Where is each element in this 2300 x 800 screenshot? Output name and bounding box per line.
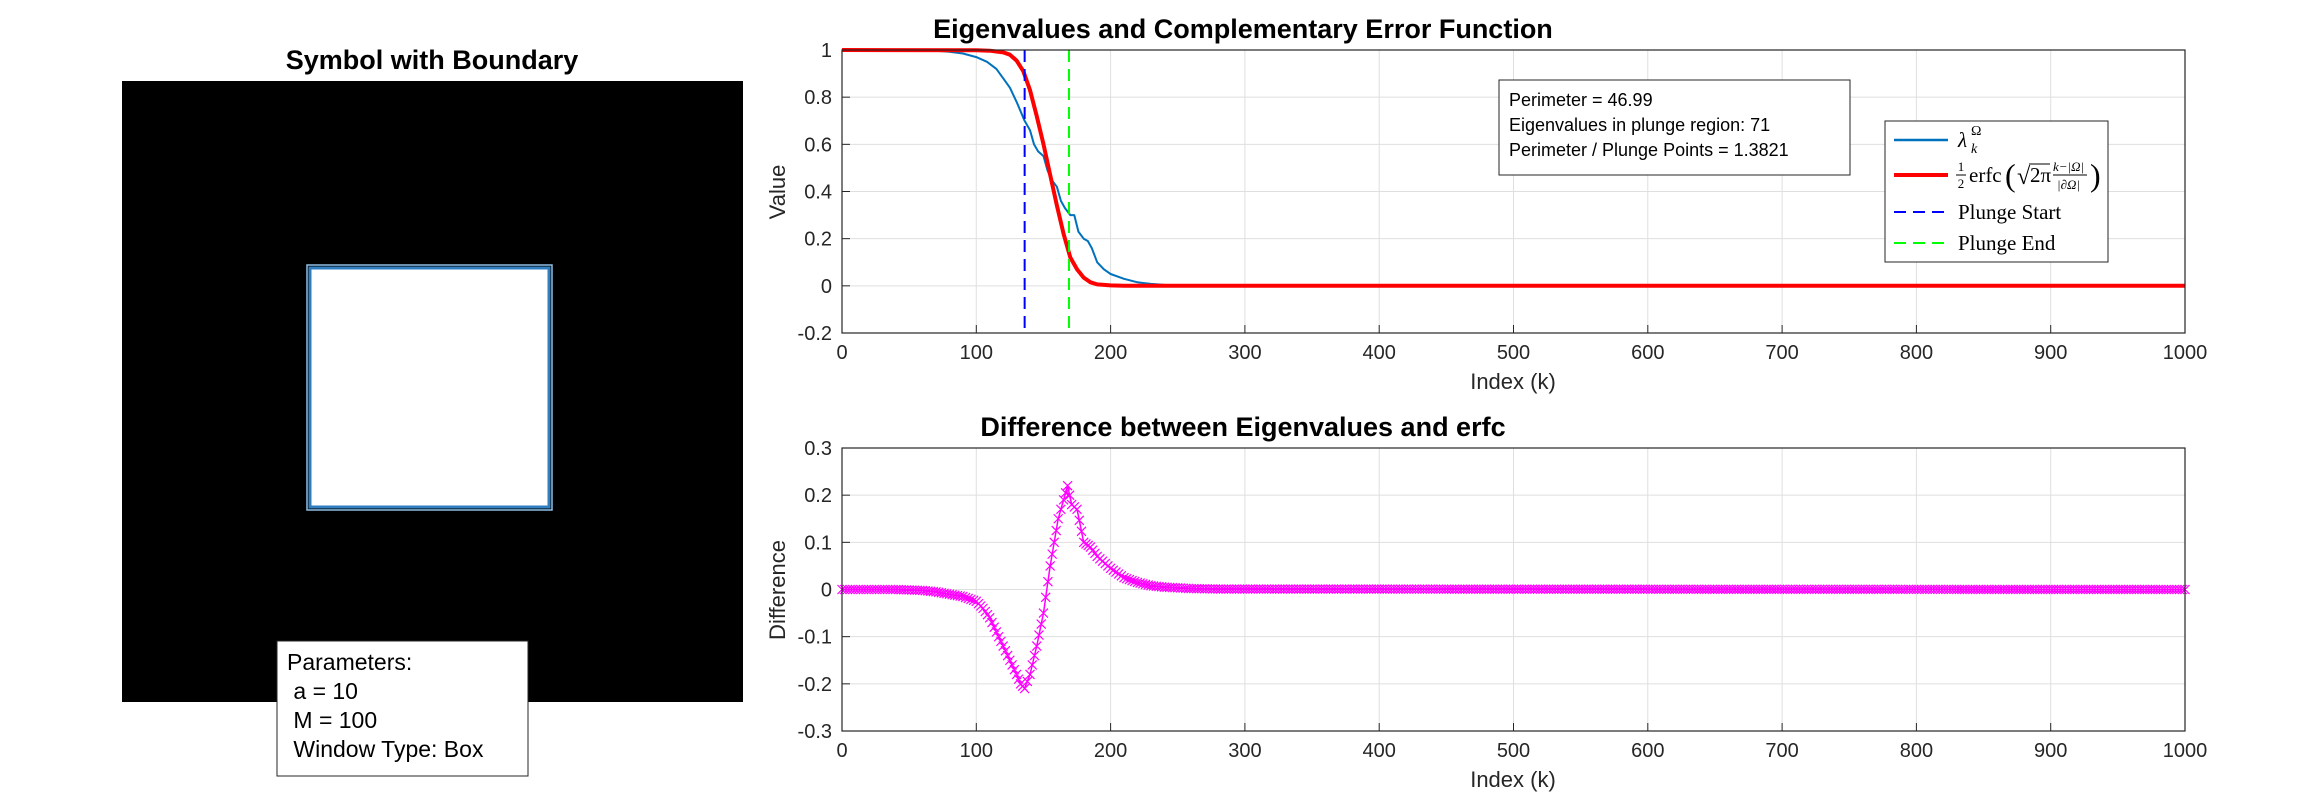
x-tick-label: 400 xyxy=(1363,342,1396,364)
y-tick-label: 0 xyxy=(821,580,832,602)
parameter-m: M = 100 xyxy=(287,707,377,733)
y-tick-label: -0.2 xyxy=(798,674,832,696)
annotation-plunge-count: Eigenvalues in plunge region: 71 xyxy=(1509,115,1770,135)
difference-chart-xlabel: Index (k) xyxy=(1470,767,1556,792)
x-tick-label: 800 xyxy=(1900,342,1933,364)
y-tick-label: 0.1 xyxy=(804,532,832,554)
eigenvalue-chart-xlabel: Index (k) xyxy=(1470,369,1556,394)
svg-text:√: √ xyxy=(2017,164,2031,190)
annotation-ratio: Perimeter / Plunge Points = 1.3821 xyxy=(1509,140,1789,160)
x-tick-label: 1000 xyxy=(2163,342,2208,364)
svg-text:|∂Ω|: |∂Ω| xyxy=(2057,177,2080,192)
annotation-perimeter: Perimeter = 46.99 xyxy=(1509,90,1653,110)
x-tick-label: 200 xyxy=(1094,740,1127,762)
y-tick-label: -0.2 xyxy=(798,323,832,345)
y-tick-label: 0.6 xyxy=(804,134,832,156)
svg-text:(: ( xyxy=(2005,157,2016,193)
svg-text:2π: 2π xyxy=(2030,163,2052,187)
x-tick-label: 200 xyxy=(1094,342,1127,364)
eigenvalue-chart-title: Eigenvalues and Complementary Error Func… xyxy=(933,14,1553,44)
svg-text:λ: λ xyxy=(1957,128,1967,152)
legend-plunge-start-label: Plunge Start xyxy=(1958,200,2061,224)
svg-text:k−|Ω|: k−|Ω| xyxy=(2053,159,2084,174)
difference-chart-title: Difference between Eigenvalues and erfc xyxy=(980,412,1505,442)
x-tick-label: 500 xyxy=(1497,740,1530,762)
eigenvalue-chart-ylabel: Value xyxy=(765,165,790,220)
x-tick-label: 900 xyxy=(2034,740,2067,762)
x-tick-label: 800 xyxy=(1900,740,1933,762)
x-tick-label: 0 xyxy=(836,740,847,762)
svg-text:k: k xyxy=(1971,142,1978,157)
parameters-box: Parameters: a = 10 M = 100 Window Type: … xyxy=(276,640,529,777)
x-tick-label: 700 xyxy=(1765,342,1798,364)
symbol-panel: Symbol with Boundary Parameters: a = 10 … xyxy=(122,45,743,777)
svg-text:erfc: erfc xyxy=(1969,163,2002,187)
x-tick-label: 600 xyxy=(1631,342,1664,364)
y-tick-label: 0.8 xyxy=(804,87,832,109)
legend: λ k Ω 1 2 erfc ( √ 2π k−|Ω| |∂Ω| ) Plung… xyxy=(1884,120,2109,263)
series-erfc-line xyxy=(841,48,2185,288)
x-tick-label: 100 xyxy=(960,740,993,762)
x-tick-label: 100 xyxy=(960,342,993,364)
eigenvalue-chart-axes-box xyxy=(841,49,2186,334)
x-tick-label: 700 xyxy=(1765,740,1798,762)
parameter-a: a = 10 xyxy=(287,678,358,704)
difference-chart-axes-box xyxy=(841,447,2186,732)
eigenvalue-chart-ticks: 0 100 200 300 400 500 600 700 800 900 1000-0.200.2… xyxy=(798,40,2208,364)
symbol-boundary-outer xyxy=(306,264,553,511)
svg-text:2: 2 xyxy=(1958,176,1965,191)
parameter-window-type: Window Type: Box xyxy=(287,736,484,762)
difference-chart-ticks: 0 100 200 300 400 500 600 700 800 900 1000 -0.3 -0.2… xyxy=(798,438,2208,762)
annotation-box: Perimeter = 46.99 Eigenvalues in plunge … xyxy=(1498,79,1851,176)
eigenvalue-chart: Eigenvalues and Complementary Error Func… xyxy=(765,14,2207,394)
y-tick-label: 0.2 xyxy=(804,229,832,251)
y-tick-label: -0.3 xyxy=(798,721,832,743)
difference-chart: Difference between Eigenvalues and erfc … xyxy=(765,412,2207,792)
symbol-title: Symbol with Boundary xyxy=(286,45,579,75)
y-tick-label: 0.2 xyxy=(804,485,832,507)
parameters-heading: Parameters: xyxy=(287,649,412,675)
symbol-square xyxy=(310,268,549,507)
legend-eig-label: λ k Ω xyxy=(1957,124,1981,157)
svg-text:Ω: Ω xyxy=(1971,124,1981,139)
eigenvalue-chart-plot xyxy=(841,48,2186,333)
y-tick-label: -0.1 xyxy=(798,627,832,649)
y-tick-label: 1 xyxy=(821,40,832,62)
difference-chart-ylabel: Difference xyxy=(765,540,790,640)
x-tick-label: 400 xyxy=(1363,740,1396,762)
x-tick-label: 300 xyxy=(1228,740,1261,762)
x-tick-label: 600 xyxy=(1631,740,1664,762)
x-tick-label: 1000 xyxy=(2163,740,2208,762)
x-tick-label: 900 xyxy=(2034,342,2067,364)
x-tick-label: 500 xyxy=(1497,342,1530,364)
y-tick-label: 0.4 xyxy=(804,182,832,204)
y-tick-label: 0 xyxy=(821,276,832,298)
y-tick-label: 0.3 xyxy=(804,438,832,460)
x-tick-label: 300 xyxy=(1228,342,1261,364)
legend-erfc-label: 1 2 erfc ( √ 2π k−|Ω| |∂Ω| ) xyxy=(1956,157,2101,193)
x-tick-label: 0 xyxy=(836,342,847,364)
svg-text:1: 1 xyxy=(1958,159,1965,174)
symbol-boundary xyxy=(308,266,551,509)
legend-plunge-end-label: Plunge End xyxy=(1958,231,2056,255)
svg-text:): ) xyxy=(2090,157,2101,193)
